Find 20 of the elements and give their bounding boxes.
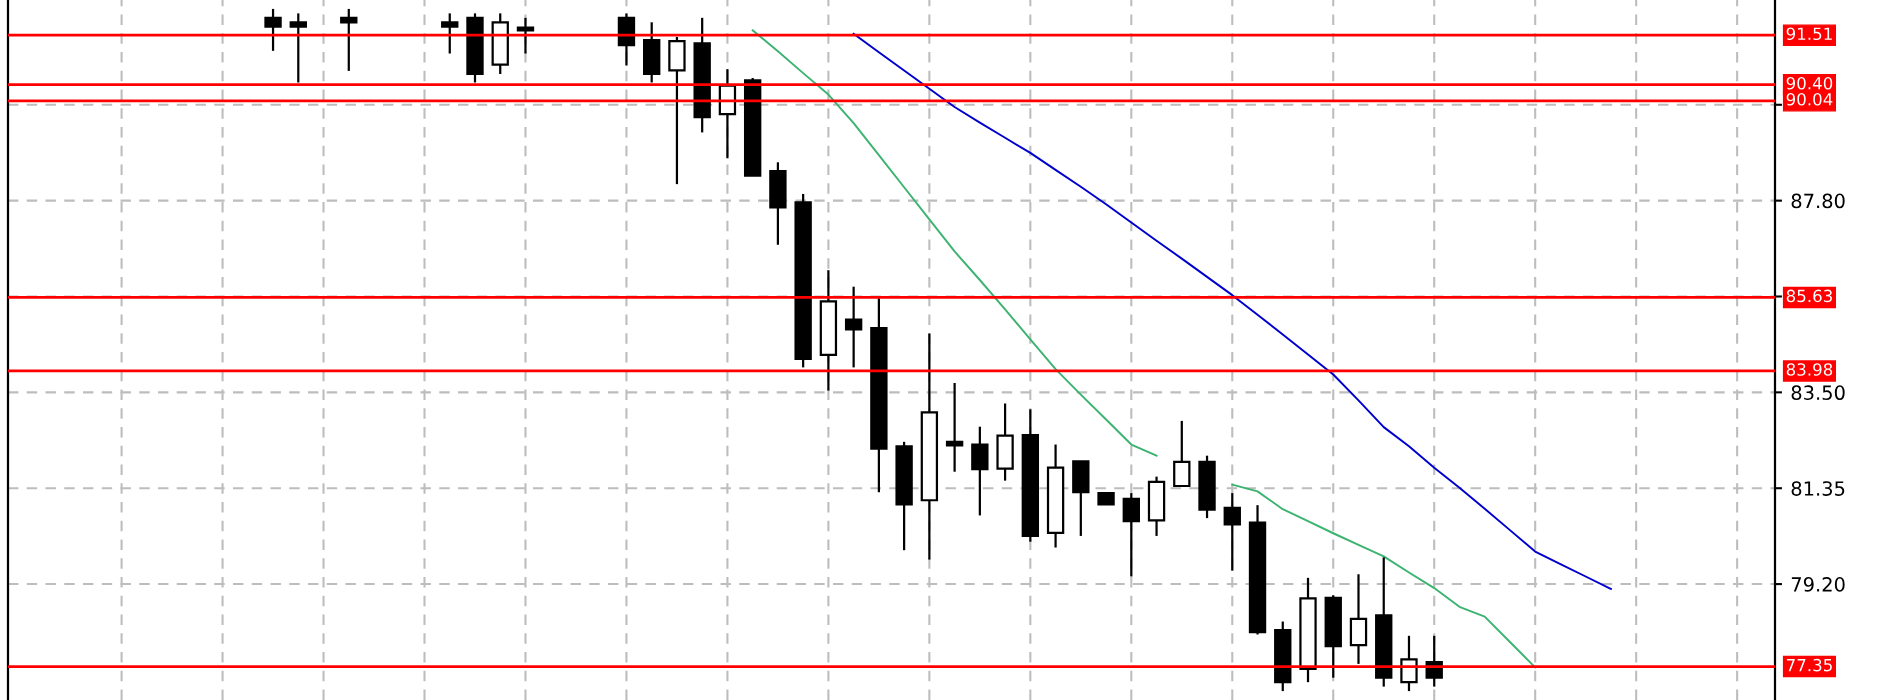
y-tick-label: 81.35 xyxy=(1791,481,1845,496)
ref-line-label: 77.35 xyxy=(1786,658,1832,672)
candlestick xyxy=(289,12,307,84)
line-series xyxy=(852,32,1612,590)
candlestick xyxy=(1400,634,1418,693)
ref-line-label: 90.40 xyxy=(1786,76,1833,90)
candlestick xyxy=(340,7,358,72)
y-tick-label: 87.80 xyxy=(1791,193,1845,209)
candlestick xyxy=(264,7,282,52)
candlestick xyxy=(1122,492,1140,578)
candlestick xyxy=(945,381,964,473)
candlestick xyxy=(1223,492,1241,572)
candlestick xyxy=(441,12,459,55)
y-tick-label: 79.20 xyxy=(1791,577,1845,592)
ref-line-label: 91.51 xyxy=(1786,27,1832,41)
y-tick-label: 83.50 xyxy=(1791,385,1845,401)
ref-line-label: 85.63 xyxy=(1786,289,1832,303)
ref-line-label: 83.98 xyxy=(1786,363,1833,376)
candlestick xyxy=(844,285,863,369)
ref-line-label: 90.04 xyxy=(1786,92,1833,106)
